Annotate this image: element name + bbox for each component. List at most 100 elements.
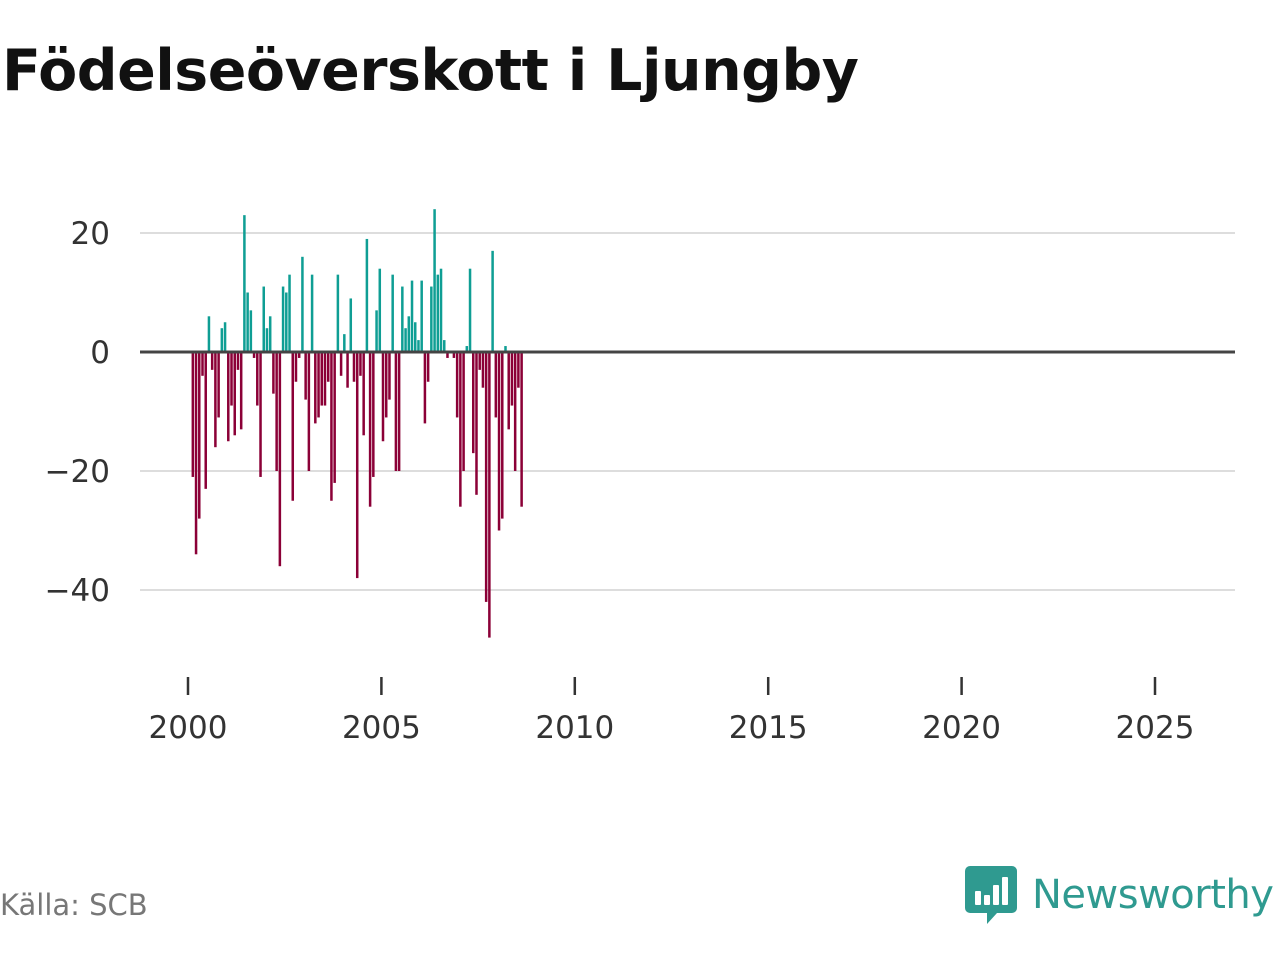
bar-2003-01 — [304, 352, 307, 400]
bar-2005-08 — [404, 328, 407, 352]
bar-2006-04 — [430, 286, 433, 352]
bar-2008-02 — [501, 352, 504, 519]
x-tick-label-2010: 2010 — [535, 710, 614, 746]
bar-2003-07 — [323, 352, 327, 406]
bar-2000-10 — [217, 352, 220, 418]
bar-2001-05 — [239, 352, 243, 430]
bar-2001-08 — [249, 310, 253, 352]
bar-2007-10 — [488, 352, 491, 638]
bar-2006-02 — [423, 352, 427, 424]
bar-2006-09 — [446, 352, 449, 358]
bar-2002-07 — [285, 292, 288, 352]
y-axis-labels: 20 0 −20 −40 — [45, 216, 110, 609]
bar-2006-03 — [426, 352, 430, 382]
y-tick-label-20: 20 — [71, 216, 110, 252]
bar-2002-01 — [265, 328, 269, 352]
gridlines — [140, 232, 1235, 591]
bar-2007-09 — [484, 352, 488, 602]
bar-2000-02 — [191, 352, 195, 477]
bar-2005-01 — [381, 352, 385, 442]
bar-2001-02 — [230, 352, 233, 406]
y-tick-label--20: −20 — [45, 454, 110, 490]
bar-2002-11 — [297, 352, 301, 358]
bar-2004-11 — [375, 310, 378, 352]
source-label: Källa: SCB — [0, 888, 148, 922]
bar-2008-03 — [504, 346, 507, 352]
bar-2001-10 — [256, 352, 259, 406]
bar-2000-08 — [210, 352, 214, 370]
brand-name: Newsworthy — [1032, 872, 1274, 918]
bar-2002-04 — [275, 352, 278, 471]
bar-2002-02 — [268, 316, 272, 352]
bar-2001-12 — [262, 286, 265, 352]
bar-2001-07 — [246, 292, 249, 352]
bar-2008-01 — [497, 352, 501, 531]
bar-2000-03 — [194, 352, 198, 555]
bar-2005-07 — [401, 286, 404, 352]
bar-2003-12 — [339, 352, 343, 376]
bar-2000-12 — [223, 322, 227, 352]
x-tick-label-2020: 2020 — [922, 710, 1001, 746]
bar-2006-08 — [443, 340, 446, 352]
bar-2000-07 — [207, 316, 211, 352]
bar-2001-11 — [259, 352, 262, 477]
bar-2002-03 — [272, 352, 275, 394]
bar-2004-08 — [365, 238, 369, 352]
bar-2001-03 — [233, 352, 236, 436]
x-axis: 2000 2005 2010 2015 2020 2025 — [149, 677, 1195, 746]
bar-2005-06 — [397, 352, 401, 471]
bar-2004-04 — [352, 352, 356, 382]
bar-2003-09 — [330, 352, 333, 501]
bar-2006-12 — [455, 352, 459, 418]
bar-2006-06 — [436, 274, 440, 352]
bar-2004-12 — [378, 268, 382, 352]
bar-2000-09 — [214, 352, 217, 448]
bar-2007-02 — [462, 352, 465, 471]
bar-2002-08 — [288, 274, 291, 352]
bar-2007-08 — [481, 352, 485, 388]
bar-2001-09 — [252, 352, 256, 358]
bar-2001-06 — [243, 215, 246, 352]
bar-2005-11 — [413, 322, 417, 352]
bar-2005-09 — [407, 316, 411, 352]
bar-2002-10 — [294, 352, 298, 382]
bar-2005-05 — [394, 352, 398, 471]
bar-2000-06 — [204, 352, 207, 489]
bar-2007-11 — [491, 250, 494, 352]
brand-logo-link[interactable]: Newsworthy — [964, 864, 1274, 926]
bar-chart: 20 0 −20 −40 2000 2005 2010 2015 2020 2025 — [45, 209, 1235, 746]
bar-2003-06 — [320, 352, 324, 406]
bar-2007-04 — [468, 268, 472, 352]
bar-2000-11 — [220, 328, 224, 352]
bar-2002-12 — [301, 256, 304, 352]
x-tick-label-2025: 2025 — [1116, 710, 1195, 746]
bar-2004-10 — [372, 352, 375, 477]
bar-2007-01 — [459, 352, 462, 507]
bar-2008-05 — [510, 352, 514, 406]
bar-2003-02 — [307, 352, 311, 471]
bar-2005-04 — [391, 274, 394, 352]
newsworthy-logo-icon — [965, 866, 1017, 924]
bar-2008-07 — [517, 352, 520, 388]
bar-2004-02 — [346, 352, 349, 388]
bar-2002-06 — [281, 286, 285, 352]
bar-2005-12 — [417, 340, 420, 352]
bar-2000-04 — [198, 352, 201, 519]
x-tick-label-2005: 2005 — [342, 710, 421, 746]
bar-2005-10 — [410, 280, 414, 352]
bar-2003-08 — [326, 352, 330, 382]
bar-2001-04 — [236, 352, 240, 370]
y-tick-label--40: −40 — [45, 573, 110, 609]
bars — [191, 209, 523, 638]
bar-2008-06 — [513, 352, 517, 471]
chart-title: Födelseöverskott i Ljungby — [2, 38, 859, 104]
bar-2004-03 — [349, 298, 353, 352]
bar-2007-12 — [494, 352, 498, 418]
bar-2007-03 — [465, 346, 469, 352]
bar-2003-03 — [310, 274, 314, 352]
bar-2003-05 — [317, 352, 320, 418]
x-tick-label-2015: 2015 — [729, 710, 808, 746]
bar-2006-07 — [439, 268, 443, 352]
bar-2004-07 — [362, 352, 365, 436]
bar-2006-11 — [452, 352, 456, 358]
